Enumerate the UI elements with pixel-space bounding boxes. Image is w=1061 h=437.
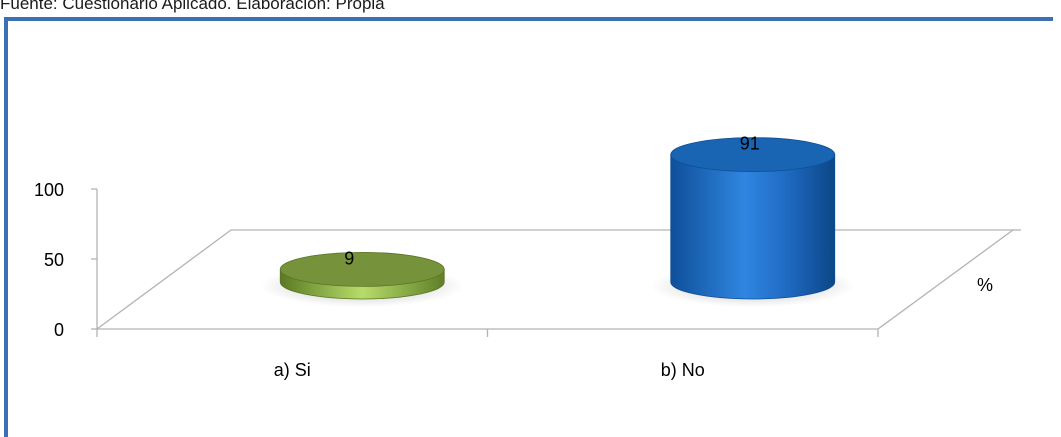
bars: 9 91 bbox=[260, 134, 855, 307]
x-axis-ticks: a) Si b) No bbox=[96, 329, 879, 380]
chart-frame bbox=[4, 17, 1053, 437]
x-category-label: b) No bbox=[661, 360, 705, 380]
bar-si: 9 bbox=[260, 248, 465, 307]
data-label: 91 bbox=[740, 134, 760, 154]
bar-top bbox=[670, 137, 836, 173]
floor-left-edge bbox=[96, 229, 232, 330]
y-tick-label: 100 bbox=[34, 180, 64, 200]
y-tick-label: 50 bbox=[44, 250, 64, 270]
bar-no: 91 bbox=[650, 134, 855, 307]
floor-right-edge bbox=[877, 229, 1014, 330]
x-category-label: a) Si bbox=[274, 360, 311, 380]
data-label: 9 bbox=[344, 248, 354, 268]
bar-body bbox=[670, 154, 836, 300]
source-note: Fuente: Cuestionario Aplicado. Elaboraci… bbox=[0, 0, 385, 13]
plot-floor bbox=[96, 229, 1021, 330]
y-axis-ticks: 0 50 100 bbox=[34, 180, 97, 340]
series-label-percent: % bbox=[977, 275, 993, 295]
y-tick-label: 0 bbox=[54, 320, 64, 340]
bar-top bbox=[279, 251, 445, 287]
